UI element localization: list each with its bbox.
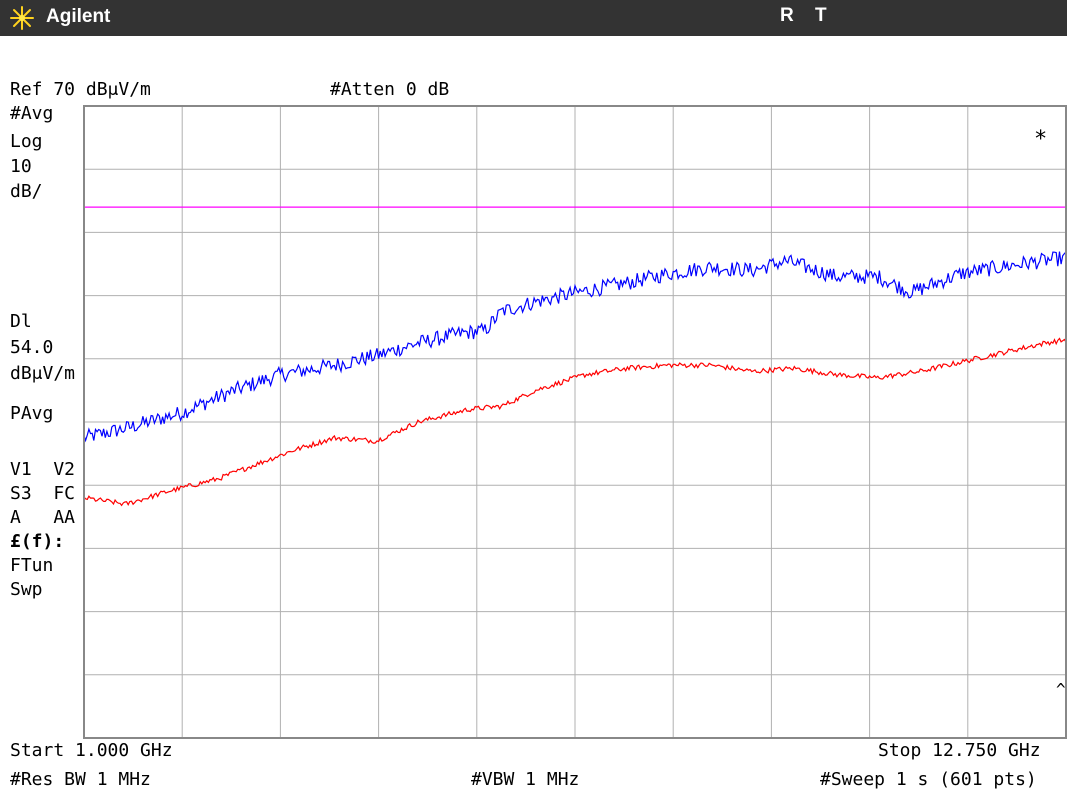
ref-level: Ref 70 dBμV/m bbox=[10, 79, 151, 100]
status-r: R bbox=[780, 5, 794, 26]
trace-1-blue bbox=[83, 251, 1067, 443]
sweep-time: #Sweep 1 s (601 pts) bbox=[820, 769, 1037, 790]
agilent-spark-icon bbox=[10, 6, 34, 30]
display-line-label: Dl bbox=[10, 311, 32, 332]
overrange-caret: ^ bbox=[1056, 680, 1066, 699]
detector-mode: PAvg bbox=[10, 403, 54, 424]
trace-modes-2: A AA bbox=[10, 507, 76, 528]
resolution-bandwidth: #Res BW 1 MHz bbox=[10, 769, 151, 790]
brand-name: Agilent bbox=[46, 6, 111, 27]
trace-labels: V1 V2 bbox=[10, 459, 76, 480]
attenuation: #Atten 0 dB bbox=[330, 79, 450, 100]
freq-correction: £(f): bbox=[10, 531, 65, 552]
avg-label: #Avg bbox=[10, 103, 54, 124]
start-frequency: Start 1.000 GHz bbox=[10, 740, 173, 761]
swp-label: Swp bbox=[10, 579, 43, 600]
graticule bbox=[84, 106, 1066, 738]
stop-frequency: Stop 12.750 GHz bbox=[878, 740, 1041, 761]
status-t: T bbox=[815, 5, 827, 26]
title-bar: Agilent R T bbox=[0, 0, 1067, 36]
display-line-unit: dBμV/m bbox=[10, 363, 76, 384]
corner-marker: * bbox=[1034, 127, 1048, 152]
trace-2-red bbox=[83, 337, 1067, 507]
plot-border bbox=[83, 105, 1067, 739]
scale-value: 10 bbox=[10, 156, 32, 177]
video-bandwidth: #VBW 1 MHz bbox=[471, 769, 580, 790]
display-line-value: 54.0 bbox=[10, 337, 54, 358]
scale-unit: dB/ bbox=[10, 181, 43, 202]
ftun-label: FTun bbox=[10, 555, 54, 576]
scale-type: Log bbox=[10, 131, 43, 152]
trace-modes: S3 FC bbox=[10, 483, 76, 504]
